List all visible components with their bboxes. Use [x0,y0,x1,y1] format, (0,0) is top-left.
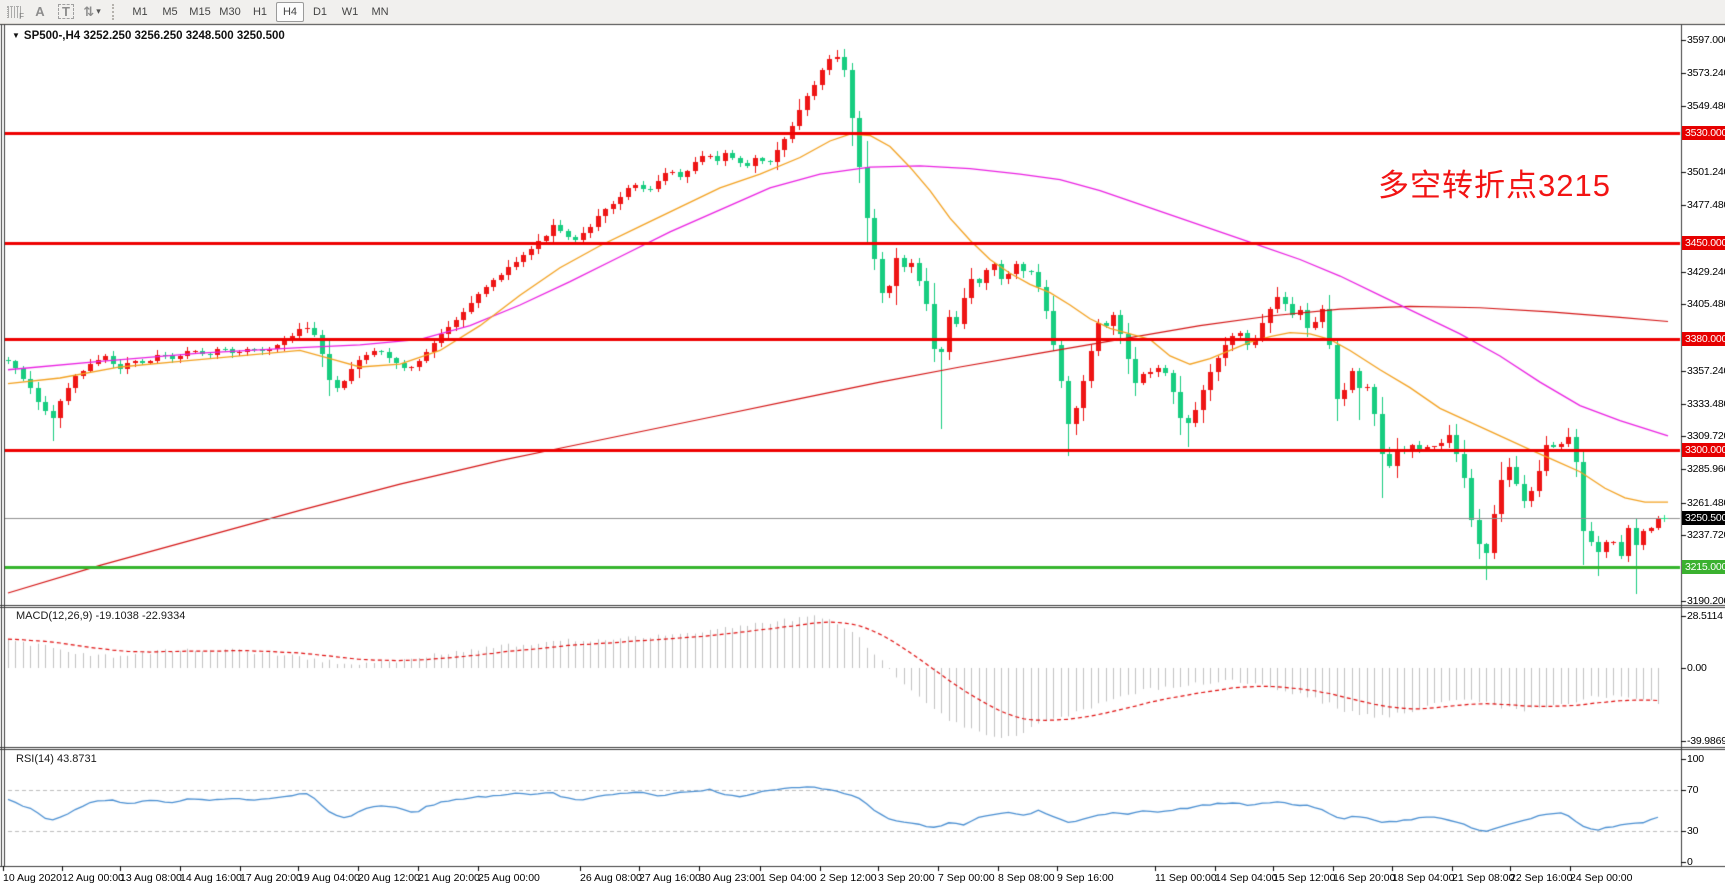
rsi-indicator-label: RSI(14) 43.8731 [16,753,97,765]
time-tick-label: 11 Sep 00:00 [1155,872,1217,884]
line-studies-toolbar: F A T ⇅ ▾ [0,2,104,21]
symbol-dropdown-icon[interactable]: ▼ [12,31,20,40]
time-tick-label: 27 Aug 16:00 [639,872,701,884]
macd-indicator-label: MACD(12,26,9) -19.1038 -22.9334 [16,610,186,622]
time-tick-label: 3 Sep 20:00 [878,872,935,884]
time-tick-label: 8 Sep 08:00 [998,872,1055,884]
time-tick-label: 7 Sep 00:00 [938,872,995,884]
timeframe-button-m15[interactable]: M15 [189,5,211,18]
dropdown-caret-icon[interactable]: ▾ [96,6,101,16]
timeframe-button-m30[interactable]: M30 [219,5,241,18]
price-level-badge: 3530.000 [1682,125,1725,140]
time-tick-label: 9 Sep 16:00 [1057,872,1114,884]
time-tick-label: 2 Sep 12:00 [820,872,877,884]
price-tick-label: 3429.240 [1687,265,1725,278]
price-tick-label: 3237.720 [1687,529,1725,542]
price-tick-label: 3285.960 [1687,463,1725,475]
time-tick-label: 25 Aug 00:00 [478,872,540,884]
price-tick-label: 3357.240 [1687,364,1725,377]
macd-tick-label: 28.5114 [1687,609,1723,622]
time-tick-label: 20 Aug 12:00 [358,872,420,884]
chart-grid-f-icon[interactable]: F [2,2,26,21]
rsi-tick-label: 30 [1687,825,1699,838]
rsi-tick-label: 0 [1687,856,1693,868]
time-tick-label: 12 Aug 00:00 [62,872,124,884]
timeframe-button-h1[interactable]: H1 [252,5,268,18]
time-tick-label: 24 Sep 00:00 [1570,872,1633,884]
font-a-icon[interactable]: A [35,4,45,19]
price-level-badge: 3450.000 [1682,235,1725,250]
price-tick-label: 3309.720 [1687,430,1725,443]
price-tick-label: 3549.480 [1687,99,1725,112]
time-tick-label: 17 Aug 20:00 [240,872,302,884]
time-tick-label: 1 Sep 04:00 [760,872,817,884]
toolbar-grip[interactable] [112,3,119,20]
symbol-ohlc-text: SP500-,H4 3252.250 3256.250 3248.500 325… [23,30,285,42]
timeframe-button-m1[interactable]: M1 [132,5,148,18]
price-level-badge: 3380.000 [1682,332,1725,347]
time-tick-label: 19 Aug 04:00 [298,872,360,884]
time-tick-label: 15 Sep 12:00 [1273,872,1336,884]
timeframe-button-d1[interactable]: D1 [312,5,328,18]
time-tick-label: 14 Aug 16:00 [180,872,242,884]
timeframe-button-mn[interactable]: MN [371,5,389,18]
price-tick-label: 3190.200 [1687,594,1725,607]
price-tick-label: 3261.480 [1687,496,1725,509]
macd-tick-label: 0.00 [1687,662,1707,674]
price-tick-label: 3405.480 [1687,298,1725,311]
timeframe-button-h4[interactable]: H4 [276,1,304,22]
time-tick-label: 14 Sep 04:00 [1215,872,1278,884]
price-level-badge: 3215.000 [1682,559,1725,574]
text-label-icon[interactable]: T [54,2,78,21]
price-level-badge: 3250.500 [1682,510,1725,525]
rsi-tick-label: 70 [1687,783,1699,796]
time-tick-label: 21 Aug 20:00 [418,872,480,884]
time-tick-label: 26 Aug 08:00 [580,872,642,884]
price-tick-label: 3597.000 [1687,34,1725,47]
time-tick-label: 22 Sep 16:00 [1510,872,1573,884]
toolbar: F A T ⇅ ▾ M1 M5 M15 M30 H1 H4 D1 W1 MN [0,0,1725,24]
time-tick-label: 10 Aug 2020 [3,872,62,884]
rsi-tick-label: 100 [1687,753,1704,765]
time-tick-label: 16 Sep 20:00 [1333,872,1396,884]
time-tick-label: 18 Sep 04:00 [1392,872,1455,884]
price-tick-label: 3573.240 [1687,67,1725,80]
macd-tick-label: -39.9869 [1687,734,1725,747]
arrows-tool-icon[interactable]: ⇅ ▾ [83,3,101,19]
timeframe-button-m5[interactable]: M5 [162,5,178,18]
time-tick-label: 21 Sep 08:00 [1452,872,1515,884]
price-level-badge: 3300.000 [1682,442,1725,457]
time-tick-label: 30 Aug 23:00 [699,872,761,884]
price-tick-label: 3501.240 [1687,166,1725,179]
chart-annotation-text[interactable]: 多空转折点3215 [1378,168,1611,203]
timeframe-toolbar: M1 M5 M15 M30 H1 H4 D1 W1 MN [125,1,395,22]
time-tick-label: 13 Aug 08:00 [120,872,182,884]
price-tick-label: 3477.480 [1687,199,1725,212]
symbol-title: ▼ SP500-,H4 3252.250 3256.250 3248.500 32… [12,30,285,42]
timeframe-button-w1[interactable]: W1 [341,5,359,18]
price-tick-label: 3333.480 [1687,397,1725,410]
